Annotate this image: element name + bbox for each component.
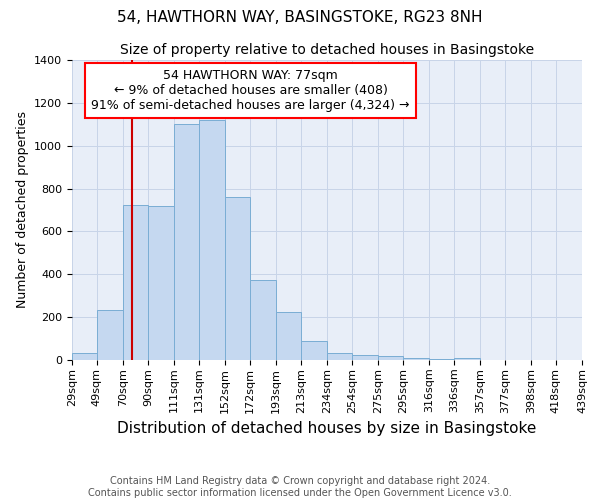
Bar [352, 355, 378, 360]
Text: Contains HM Land Registry data © Crown copyright and database right 2024.
Contai: Contains HM Land Registry data © Crown c… [88, 476, 512, 498]
Bar [378, 356, 403, 360]
Text: 54 HAWTHORN WAY: 77sqm
← 9% of detached houses are smaller (408)
91% of semi-det: 54 HAWTHORN WAY: 77sqm ← 9% of detached … [91, 69, 410, 112]
Text: 54, HAWTHORN WAY, BASINGSTOKE, RG23 8NH: 54, HAWTHORN WAY, BASINGSTOKE, RG23 8NH [117, 10, 483, 25]
Bar [72, 352, 97, 360]
Bar [301, 340, 327, 360]
X-axis label: Distribution of detached houses by size in Basingstoke: Distribution of detached houses by size … [118, 421, 536, 436]
Bar [174, 124, 199, 360]
Bar [148, 206, 174, 360]
Bar [123, 204, 148, 360]
Bar [276, 312, 301, 360]
Bar [97, 310, 123, 360]
Bar [454, 358, 480, 360]
Bar [327, 353, 352, 360]
Y-axis label: Number of detached properties: Number of detached properties [16, 112, 29, 308]
Bar [250, 280, 276, 360]
Bar [403, 358, 429, 360]
Bar [225, 197, 250, 360]
Title: Size of property relative to detached houses in Basingstoke: Size of property relative to detached ho… [120, 44, 534, 58]
Bar [429, 358, 454, 360]
Bar [199, 120, 225, 360]
